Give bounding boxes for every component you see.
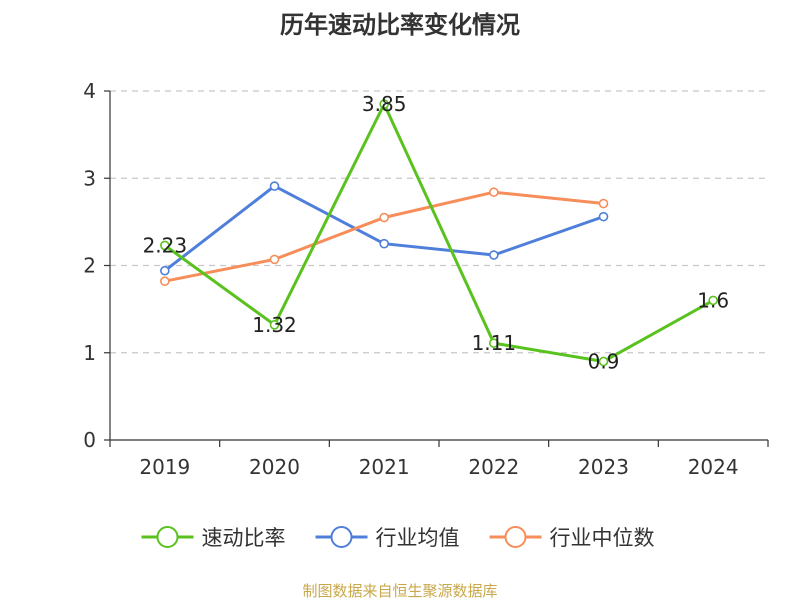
chart-title: 历年速动比率变化情况: [280, 11, 520, 39]
axes: 0 1 2 3 4 2019 2020 2021 2022 2023 2024: [83, 79, 769, 479]
data-point: [269, 254, 280, 265]
series-line: [163, 184, 604, 272]
x-tick-label: 2023: [578, 455, 629, 479]
legend-swatch-marker: [330, 526, 353, 548]
data-point: [379, 212, 389, 223]
legend-label: 行业均值: [376, 526, 460, 550]
source-note: 制图数据来自恒生聚源数据库: [302, 582, 497, 600]
legend-swatch-marker: [504, 526, 527, 548]
data-point: [379, 99, 389, 109]
data-point: [160, 276, 170, 287]
data-label: 1.11: [472, 331, 517, 355]
series-lines: [160, 99, 718, 367]
data-point: [598, 356, 609, 367]
legend-item[interactable]: 速动比率: [141, 526, 286, 550]
series-1: [160, 181, 609, 276]
x-tick-label: 2022: [468, 455, 519, 479]
data-label: 3.85: [362, 92, 407, 116]
data-point: [489, 250, 499, 260]
data-point: [598, 211, 609, 222]
series-2: [160, 187, 609, 287]
x-tick-label: 2019: [139, 455, 190, 479]
data-point: [598, 198, 609, 209]
data-label: 1.32: [252, 313, 297, 337]
y-tick-label: 0: [83, 428, 96, 452]
data-labels: 2.23 1.32 3.85 1.11 0.9 1.6: [143, 92, 730, 373]
legend-swatch-marker: [156, 526, 179, 548]
series-line: [163, 102, 714, 363]
x-tick-label: 2024: [688, 455, 739, 479]
data-point: [269, 320, 280, 330]
y-tick-label: 1: [83, 341, 96, 365]
y-tick-label: 2: [83, 254, 96, 278]
data-point: [489, 187, 499, 198]
legend-item[interactable]: 行业中位数: [489, 526, 655, 550]
x-tick-label: 2020: [249, 455, 300, 479]
data-label: 0.9: [588, 349, 620, 373]
data-point: [379, 238, 389, 249]
y-tick-label: 4: [83, 79, 96, 103]
data-label: 1.6: [697, 288, 729, 312]
series-line: [164, 190, 604, 283]
series-0: [160, 99, 718, 367]
data-point: [489, 338, 499, 348]
data-point: [160, 265, 170, 276]
legend-label: 速动比率: [202, 526, 286, 550]
y-tick-label: 3: [83, 166, 96, 190]
data-point: [269, 181, 280, 191]
data-label: 2.23: [143, 233, 188, 257]
legend[interactable]: 速动比率 行业均值 行业中位数: [141, 526, 655, 550]
data-point: [160, 240, 170, 251]
data-point: [708, 295, 718, 306]
x-tick-label: 2021: [359, 455, 410, 479]
legend-item[interactable]: 行业均值: [315, 526, 460, 550]
legend-label: 行业中位数: [550, 526, 655, 550]
